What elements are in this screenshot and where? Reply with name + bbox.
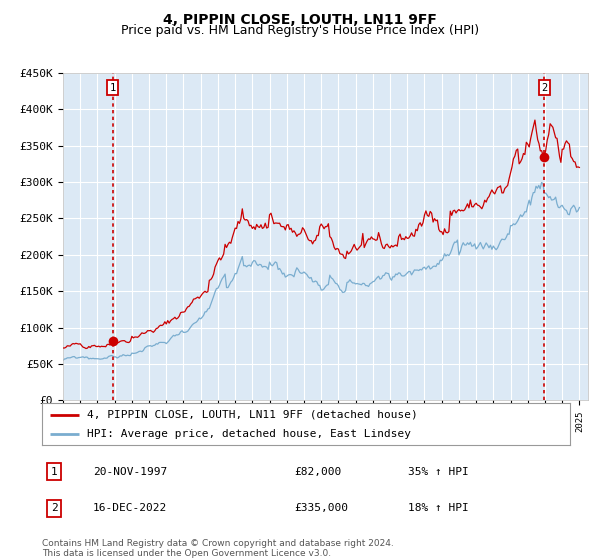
Text: 1: 1 (110, 83, 116, 92)
Text: Price paid vs. HM Land Registry's House Price Index (HPI): Price paid vs. HM Land Registry's House … (121, 24, 479, 36)
Text: 2: 2 (541, 83, 547, 92)
Text: Contains HM Land Registry data © Crown copyright and database right 2024.
This d: Contains HM Land Registry data © Crown c… (42, 539, 394, 558)
Text: 2: 2 (50, 503, 58, 513)
Text: 16-DEC-2022: 16-DEC-2022 (93, 503, 167, 513)
Text: 18% ↑ HPI: 18% ↑ HPI (408, 503, 469, 513)
Text: £82,000: £82,000 (294, 467, 341, 477)
Text: HPI: Average price, detached house, East Lindsey: HPI: Average price, detached house, East… (87, 429, 411, 439)
Text: £335,000: £335,000 (294, 503, 348, 513)
Text: 4, PIPPIN CLOSE, LOUTH, LN11 9FF: 4, PIPPIN CLOSE, LOUTH, LN11 9FF (163, 13, 437, 27)
Text: 1: 1 (50, 467, 58, 477)
Text: 35% ↑ HPI: 35% ↑ HPI (408, 467, 469, 477)
Text: 20-NOV-1997: 20-NOV-1997 (93, 467, 167, 477)
Text: 4, PIPPIN CLOSE, LOUTH, LN11 9FF (detached house): 4, PIPPIN CLOSE, LOUTH, LN11 9FF (detach… (87, 409, 418, 419)
